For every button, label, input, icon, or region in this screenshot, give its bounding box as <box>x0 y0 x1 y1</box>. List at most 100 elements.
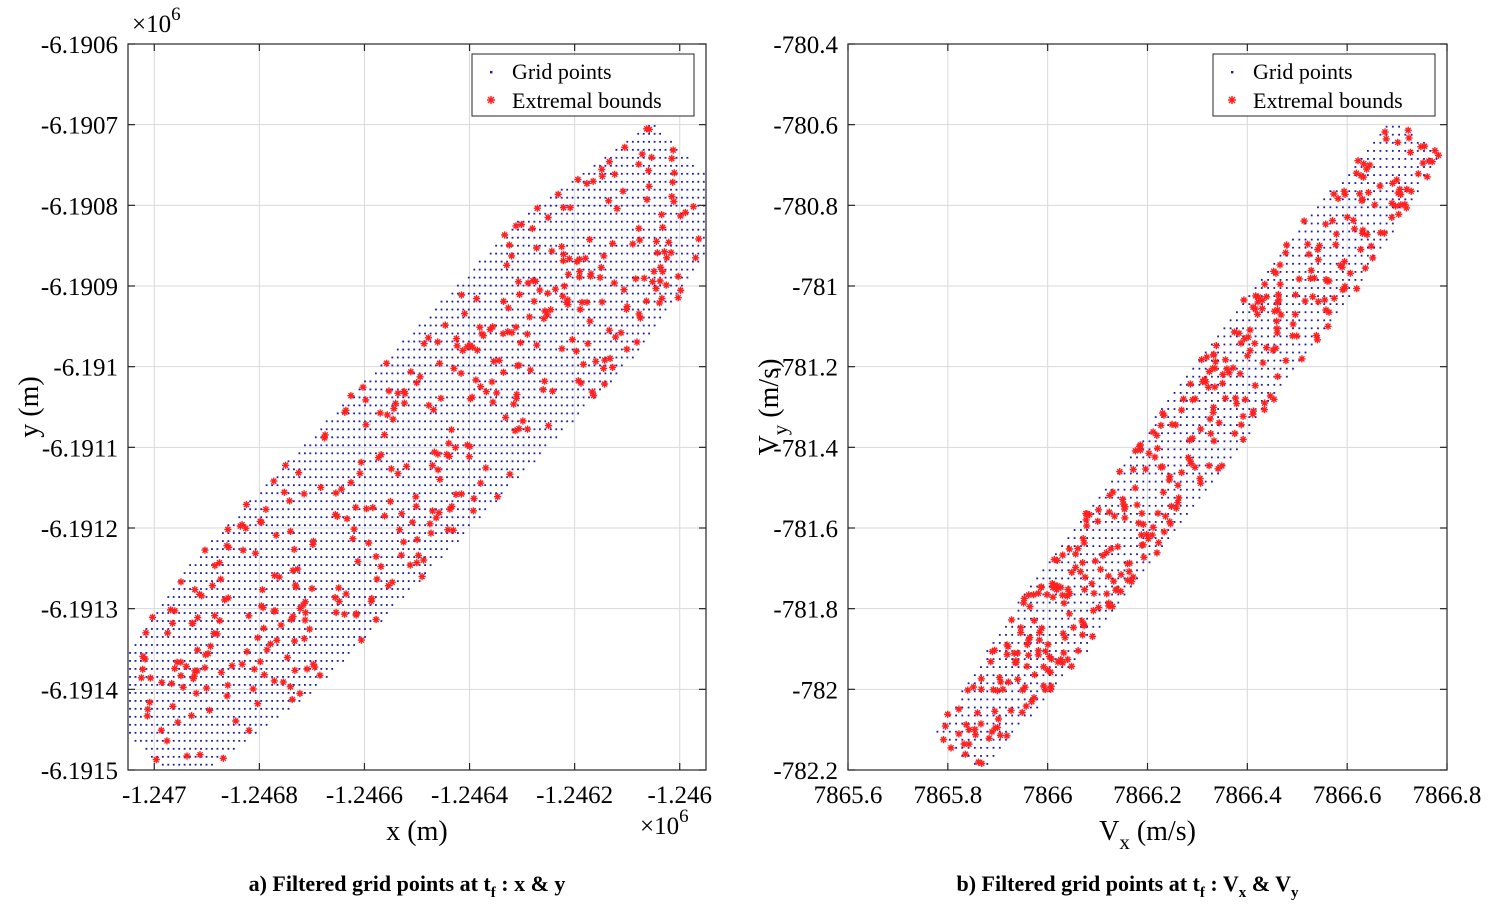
grid-point <box>353 644 355 646</box>
grid-point <box>1086 634 1088 636</box>
grid-point <box>189 676 191 678</box>
grid-point <box>314 580 317 582</box>
extremal-bound-point <box>249 685 257 693</box>
extremal-bound-point <box>347 392 355 400</box>
grid-point <box>451 364 454 367</box>
grid-point <box>495 308 497 311</box>
grid-point <box>1260 287 1263 289</box>
grid-point <box>506 244 508 247</box>
grid-point <box>533 436 536 439</box>
extremal-bound-point <box>146 674 154 682</box>
grid-point <box>697 188 700 191</box>
grid-point <box>495 356 497 359</box>
grid-point <box>145 739 148 742</box>
grid-point <box>517 420 519 423</box>
grid-point <box>642 228 645 231</box>
grid-point <box>161 692 164 694</box>
extremal-bound-point <box>635 224 643 232</box>
grid-point <box>1173 440 1176 443</box>
grid-point <box>446 428 448 431</box>
grid-point <box>358 420 361 423</box>
grid-point <box>604 284 607 287</box>
extremal-bound-point <box>1065 545 1073 553</box>
grid-point <box>517 228 519 231</box>
grid-point <box>336 524 339 527</box>
grid-point <box>653 284 656 287</box>
grid-point <box>599 308 601 311</box>
grid-point <box>265 692 268 694</box>
grid-point <box>249 596 252 598</box>
grid-point <box>489 444 492 447</box>
extremal-bound-point <box>536 286 544 294</box>
extremal-bound-point <box>510 400 518 408</box>
grid-point <box>522 228 525 231</box>
grid-point <box>222 548 224 550</box>
grid-point <box>681 188 683 191</box>
grid-point <box>232 604 235 606</box>
grid-point <box>631 316 634 319</box>
grid-point <box>604 332 607 335</box>
grid-point <box>446 308 448 311</box>
grid-point <box>1373 230 1375 233</box>
grid-point <box>320 556 323 558</box>
grid-point <box>331 644 334 646</box>
grid-point <box>1186 440 1188 443</box>
grid-point <box>424 444 426 447</box>
grid-point <box>1148 472 1151 475</box>
grid-point <box>254 500 257 503</box>
grid-point <box>298 636 301 638</box>
grid-point <box>178 739 181 742</box>
grid-point <box>533 412 536 415</box>
grid-point <box>544 420 547 423</box>
grid-point <box>364 404 366 407</box>
grid-point <box>517 316 519 319</box>
grid-point <box>189 580 191 582</box>
grid-point <box>260 668 263 670</box>
grid-point <box>446 420 448 423</box>
extremal-bound-point <box>275 573 283 581</box>
grid-point <box>243 739 246 742</box>
grid-point <box>1273 319 1276 322</box>
grid-point <box>1136 569 1138 572</box>
grid-point <box>1167 440 1170 443</box>
grid-point <box>620 348 623 351</box>
grid-point <box>467 284 470 287</box>
grid-point <box>314 524 317 527</box>
grid-point <box>451 460 454 463</box>
grid-point <box>1304 230 1307 233</box>
extremal-bound-point <box>668 154 676 163</box>
grid-point <box>675 164 678 167</box>
grid-point <box>670 212 672 215</box>
grid-point <box>599 252 601 255</box>
grid-point <box>358 556 361 558</box>
grid-point <box>615 164 618 167</box>
grid-point <box>1017 601 1020 604</box>
grid-point <box>588 188 590 191</box>
grid-point <box>495 316 497 319</box>
grid-point <box>418 460 421 463</box>
grid-point <box>1373 238 1375 241</box>
extremal-bound-point <box>1237 421 1245 429</box>
grid-point <box>396 468 399 471</box>
extremal-bound-point <box>596 273 604 282</box>
grid-point <box>178 580 181 582</box>
grid-point <box>1273 335 1276 338</box>
grid-point <box>271 652 273 654</box>
grid-point <box>429 428 432 431</box>
grid-point <box>227 731 230 734</box>
grid-point <box>325 556 328 558</box>
extremal-bound-point <box>1149 428 1157 436</box>
grid-point <box>396 572 399 574</box>
grid-point <box>276 588 279 590</box>
grid-point <box>1285 351 1288 354</box>
grid-point <box>1404 182 1407 184</box>
grid-point <box>1298 351 1301 354</box>
extremal-bound-point <box>250 665 258 673</box>
grid-point <box>484 340 487 343</box>
grid-point <box>145 731 148 734</box>
grid-point <box>577 284 579 287</box>
grid-point <box>457 340 459 343</box>
grid-point <box>265 707 268 710</box>
grid-point <box>1323 238 1326 241</box>
